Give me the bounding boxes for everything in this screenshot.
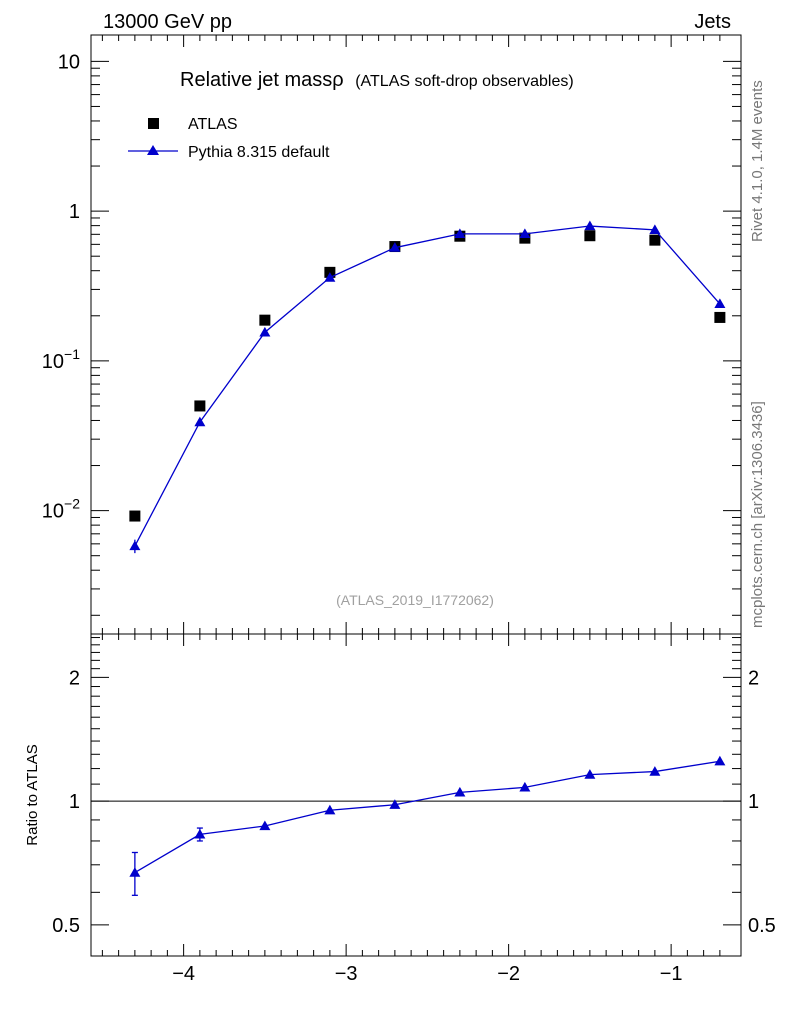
pythia-data-point <box>584 220 596 231</box>
ratio-data-point <box>584 769 596 779</box>
legend-atlas-label: ATLAS <box>188 116 238 133</box>
pythia-data-point <box>259 326 271 337</box>
legend-pythia-label: Pythia 8.315 default <box>188 144 330 161</box>
pythia-data-point <box>649 224 661 234</box>
legend-pythia-marker <box>147 145 159 155</box>
atlas-data-point <box>714 311 726 323</box>
header-process-label: Jets <box>694 11 731 33</box>
pythia-data-point <box>714 298 726 309</box>
atlas-data-point <box>519 232 531 244</box>
legend: ATLAS Pythia 8.315 default <box>128 116 330 161</box>
plot-title-main: Relative jet massρ <box>180 69 344 91</box>
ratio-data-point <box>129 867 141 877</box>
main-ytick-label-exp: −1 <box>64 346 80 362</box>
atlas-data-point <box>259 314 271 326</box>
ratio-data-point <box>454 786 466 797</box>
atlas-data-point <box>649 234 661 246</box>
main-series-layer <box>129 220 726 554</box>
ratio-ytick-label-right: 1 <box>748 791 759 813</box>
source-label: mcplots.cern.ch [arXiv:1306.3436] <box>749 401 766 628</box>
header-energy-label: 13000 GeV pp <box>103 11 232 33</box>
rivet-label: Rivet 4.1.0, 1.4M events <box>749 80 766 242</box>
main-ytick-label-base: 10 <box>42 501 64 523</box>
ratio-ytick-label-right: 2 <box>748 667 759 689</box>
main-ytick-label: 10 <box>58 51 80 73</box>
ratio-ylabel: Ratio to ATLAS <box>24 744 41 845</box>
ratio-data-point <box>389 799 401 809</box>
ratio-axis-ticks <box>91 634 741 956</box>
ratio-ytick-label-right: 0.5 <box>748 915 776 937</box>
pythia-data-point <box>454 228 466 238</box>
x-tick-label: −1 <box>660 963 683 985</box>
ratio-data-point <box>649 766 661 776</box>
x-tick-label: −4 <box>172 963 195 985</box>
main-ytick-label-base: 10 <box>42 351 64 373</box>
ratio-data-point <box>519 781 531 792</box>
ratio-ytick-label-left: 1 <box>69 791 80 813</box>
pythia-data-point <box>519 228 531 238</box>
main-ytick-label-exp: −2 <box>64 496 80 512</box>
ratio-ytick-label-left: 2 <box>69 667 80 689</box>
atlas-data-point <box>584 230 596 242</box>
analysis-watermark: (ATLAS_2019_I1772062) <box>336 592 494 608</box>
pythia-data-point <box>324 272 336 282</box>
main-ytick-label: 1 <box>69 201 80 223</box>
atlas-data-point <box>194 400 206 412</box>
x-tick-label: −2 <box>497 963 520 985</box>
main-ytick-label-base: 1 <box>69 201 80 223</box>
ratio-y-tick-labels: 2 2 1 1 0.5 0.5 <box>52 667 776 936</box>
ratio-ytick-label-left: 0.5 <box>52 915 80 937</box>
main-ytick-label: 10−1 <box>42 346 80 373</box>
plot-title-sub: (ATLAS soft-drop observables) <box>355 73 573 90</box>
ratio-data-point <box>324 804 336 815</box>
ratio-data-point <box>194 828 206 839</box>
main-ytick-label-base: 10 <box>58 51 80 73</box>
ratio-line <box>134 760 720 874</box>
atlas-data-point <box>129 510 141 522</box>
pythia-data-point <box>194 416 206 427</box>
main-axis-ticks <box>91 35 741 634</box>
ratio-data-point <box>259 820 271 831</box>
ratio-data-point <box>714 755 726 766</box>
plot-title: Relative jet massρ (ATLAS soft-drop obse… <box>180 69 574 91</box>
pythia-line <box>134 225 721 547</box>
x-tick-label: −3 <box>335 963 358 985</box>
legend-atlas-marker <box>148 118 159 129</box>
main-ytick-label: 10−2 <box>42 496 80 523</box>
ratio-series-layer <box>129 755 726 896</box>
pythia-data-point <box>129 540 141 551</box>
x-tick-labels: −4 −3 −2 −1 <box>172 963 682 985</box>
pythia-data-point <box>389 242 401 252</box>
ratio-panel-frame <box>90 633 742 957</box>
